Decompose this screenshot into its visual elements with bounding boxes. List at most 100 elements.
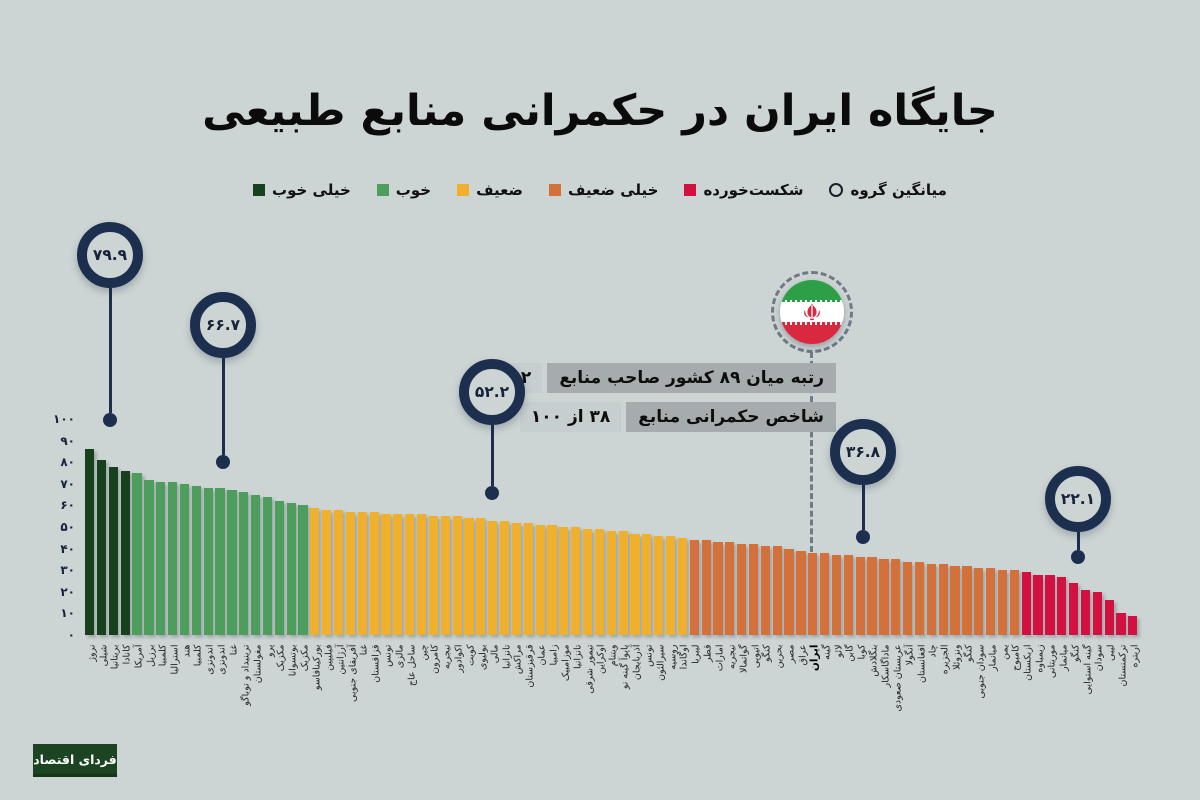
country-label: لائو	[833, 644, 844, 657]
y-axis-tick: ۸۰	[60, 455, 75, 470]
brand-logo: فردای اقتصاد	[33, 744, 117, 777]
legend-item: شکست‌خورده	[684, 181, 803, 199]
bar	[1080, 589, 1091, 635]
bar	[855, 557, 865, 635]
country-label: گواتمالا	[738, 644, 750, 673]
bar	[950, 565, 960, 635]
legend-item: ضعیف	[457, 181, 523, 199]
legend-label: ضعیف	[476, 181, 524, 199]
country-label: میانمار	[987, 644, 999, 671]
country-label: نروژ	[86, 644, 98, 662]
country-label: زامبیا	[548, 644, 560, 665]
bar	[725, 542, 735, 635]
y-axis-tick: ۳۰	[60, 563, 75, 578]
bar	[428, 516, 439, 635]
country-label: ونزوئلا	[951, 644, 963, 670]
bar	[997, 570, 1008, 635]
bar	[393, 514, 403, 635]
callout-dot	[216, 455, 230, 469]
callout-line	[108, 288, 112, 413]
legend-label: میانگین گروه	[850, 181, 947, 199]
country-label: شیلی	[98, 644, 109, 666]
country-label: مراکش	[512, 644, 524, 674]
country-label: ترینیداد و توباگو	[240, 644, 252, 706]
country-label: تیمور شرقی	[584, 644, 596, 694]
group-mean-value: ۲۲.۱	[1045, 466, 1111, 532]
country-label: ویتنام	[607, 644, 619, 666]
legend-item: میانگین گروه	[829, 181, 947, 199]
country-label: نیجریه	[726, 644, 738, 669]
bar	[108, 466, 118, 635]
bar	[1104, 600, 1114, 635]
country-label: موزامبیک	[560, 644, 572, 681]
bar	[215, 488, 225, 635]
country-label: هند	[181, 644, 192, 657]
group-mean-value: ۳۶.۸	[830, 419, 896, 485]
bar	[962, 565, 972, 635]
bar	[772, 546, 782, 635]
country-label: گینه استوایی	[1082, 644, 1093, 694]
group-mean-value: ۶۶.۷	[190, 292, 256, 358]
country-label: افغانستان	[916, 644, 927, 683]
country-label: چاد	[927, 644, 939, 657]
bar	[168, 481, 178, 635]
country-label: اوگاندا	[678, 644, 690, 669]
country-label: نیجریه	[441, 644, 453, 669]
country-label: غنا	[358, 644, 370, 655]
bar	[547, 524, 557, 635]
legend-swatch-icon	[457, 184, 470, 196]
country-label: کنگو	[963, 644, 975, 662]
bar	[618, 531, 628, 635]
bar	[416, 514, 427, 635]
bar	[1033, 574, 1043, 635]
country-label: امارات	[714, 644, 726, 671]
country-label: ماداگاسکار	[880, 644, 892, 687]
bar	[464, 518, 474, 635]
country-label: لیبریا	[690, 644, 702, 664]
bar	[156, 481, 166, 635]
country-label: مصر	[785, 644, 797, 663]
country-label: فیلیپین	[323, 644, 335, 671]
legend-label: خوب	[395, 181, 432, 199]
bar	[369, 511, 379, 635]
flag-green-stripe	[780, 280, 844, 302]
country-label: آنگولا	[904, 644, 916, 665]
bar	[986, 568, 996, 635]
country-label: تونس	[643, 644, 655, 667]
bar	[203, 488, 213, 635]
callout-line	[221, 358, 225, 455]
bar	[511, 522, 522, 635]
bar	[1116, 613, 1126, 635]
bar	[440, 516, 450, 635]
country-label: روسیه	[667, 644, 678, 670]
bar	[345, 511, 356, 635]
legend-swatch-icon	[549, 184, 562, 196]
country-label: کلمبیا	[192, 644, 204, 666]
country-label: بحرین	[773, 644, 785, 668]
country-label: موریتانی	[1046, 644, 1058, 678]
country-label: اکوادور	[453, 644, 465, 673]
bar	[1021, 572, 1031, 635]
group-mean-circle-icon	[829, 183, 844, 197]
bar	[903, 561, 913, 635]
country-label: کویت	[465, 644, 477, 666]
bar	[867, 557, 877, 635]
legend-item: خوب	[376, 181, 432, 199]
bar	[120, 470, 130, 635]
country-label: کنگو	[1070, 644, 1082, 662]
bar	[654, 535, 664, 635]
callout-dot	[1071, 550, 1085, 564]
country-label: ترکمنستان	[1117, 644, 1129, 686]
bar	[274, 501, 284, 635]
bar	[96, 460, 107, 635]
bar	[239, 492, 249, 635]
bar	[689, 540, 699, 635]
bar	[1128, 615, 1138, 635]
bar	[630, 533, 640, 635]
country-label: مکزیک	[275, 644, 287, 671]
flag-takbir-band-top	[780, 299, 844, 303]
legend-label: خیلی ضعیف	[568, 181, 659, 199]
iran-flag-marker	[771, 271, 853, 353]
y-axis-tick: ۵۰	[60, 520, 75, 534]
bar	[85, 449, 95, 635]
